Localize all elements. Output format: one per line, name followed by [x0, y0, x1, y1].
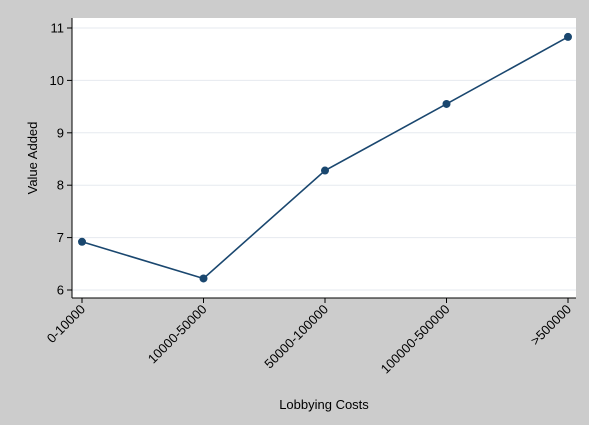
gridlines	[72, 27, 576, 291]
y-tick-label-11: 11	[51, 21, 65, 36]
y-tick-label-9: 9	[57, 125, 64, 140]
data-point-1	[199, 274, 208, 283]
series-group	[78, 32, 572, 283]
data-point-0	[78, 237, 86, 246]
y-tick-label-10: 10	[50, 73, 64, 88]
data-point-3	[442, 99, 451, 108]
plot-background	[72, 18, 576, 298]
y-axis-ticks: 6 7 8 9 10 11	[50, 21, 72, 298]
data-point-4	[564, 32, 572, 41]
y-tick-label-7: 7	[57, 230, 64, 245]
y-axis-title: Value Added	[25, 122, 40, 195]
data-point-2	[321, 166, 329, 175]
y-tick-label-8: 8	[57, 178, 64, 193]
y-tick-label-6: 6	[57, 283, 64, 298]
x-axis-title: Lobbying Costs	[279, 397, 369, 412]
